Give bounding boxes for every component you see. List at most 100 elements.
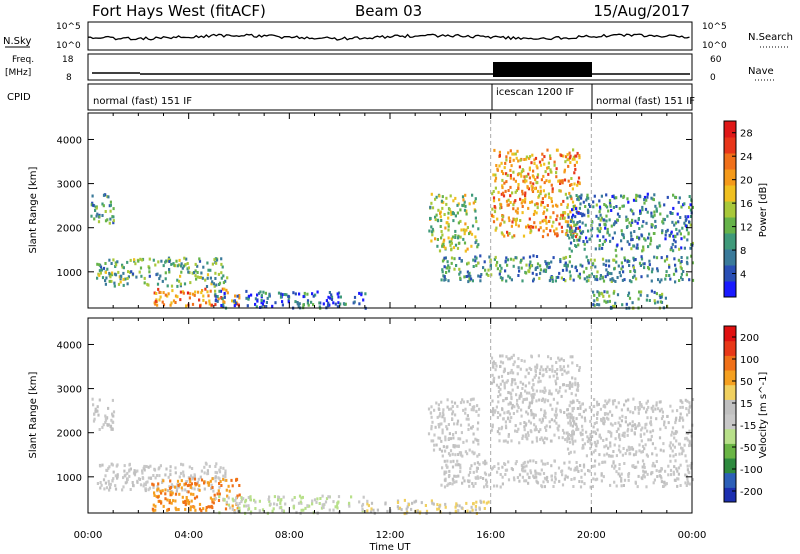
data-cell xyxy=(232,499,235,503)
data-cell xyxy=(505,199,509,203)
data-cell xyxy=(623,462,626,465)
data-cell xyxy=(685,436,688,440)
data-cell xyxy=(553,480,556,484)
data-cell xyxy=(541,235,545,239)
data-cell xyxy=(568,236,571,240)
data-cell xyxy=(514,152,517,156)
data-cell xyxy=(528,419,531,423)
data-cell xyxy=(269,502,272,506)
data-cell xyxy=(622,204,625,208)
data-cell xyxy=(156,303,159,307)
data-cell xyxy=(572,220,575,224)
data-cell xyxy=(554,409,558,413)
data-cell xyxy=(562,383,565,387)
data-cell xyxy=(609,441,612,445)
freq-frame xyxy=(87,53,693,81)
data-cell xyxy=(555,413,558,417)
data-cell xyxy=(214,470,217,474)
data-cell xyxy=(543,218,546,222)
data-cell xyxy=(572,207,575,211)
data-cell xyxy=(594,443,597,447)
data-cell xyxy=(111,479,114,483)
data-cell xyxy=(582,446,585,450)
data-cell xyxy=(642,248,645,252)
data-cell xyxy=(512,353,515,357)
data-cell xyxy=(445,445,448,449)
data-cell xyxy=(612,206,615,209)
data-cell xyxy=(445,271,448,274)
data-cell xyxy=(143,482,146,486)
data-cell xyxy=(554,232,557,236)
data-cell xyxy=(672,238,676,242)
data-cell xyxy=(277,291,281,295)
data-cell xyxy=(632,275,635,279)
data-cell xyxy=(505,155,508,159)
data-cell xyxy=(547,172,550,176)
data-cell xyxy=(596,400,599,404)
data-cell xyxy=(455,474,458,478)
data-cell xyxy=(499,485,502,489)
x-axis-tick-labels: 00:00 04:00 08:00 12:00 16:00 20:00 00:00 xyxy=(74,530,707,541)
data-cell xyxy=(578,206,581,210)
data-cell xyxy=(277,498,280,502)
data-cell xyxy=(599,207,602,211)
data-cell xyxy=(499,413,502,417)
data-cell xyxy=(627,478,630,482)
data-cell xyxy=(472,470,475,474)
data-cell xyxy=(540,436,543,440)
data-cell xyxy=(633,270,637,274)
data-cell xyxy=(483,462,486,466)
x-tick-label: 16:00 xyxy=(476,530,505,541)
data-cell xyxy=(578,156,581,160)
data-cell xyxy=(687,410,691,414)
data-cell xyxy=(536,189,540,193)
data-cell xyxy=(173,263,176,267)
data-cell xyxy=(104,219,108,223)
data-cell xyxy=(445,202,448,206)
data-cell xyxy=(217,489,220,493)
data-cell xyxy=(459,423,463,427)
data-cell xyxy=(513,378,516,382)
data-cell xyxy=(617,448,621,452)
data-cell xyxy=(518,269,521,273)
data-cell xyxy=(450,256,454,260)
data-cell xyxy=(495,364,498,368)
data-cell xyxy=(479,476,482,479)
data-cell xyxy=(145,481,148,485)
data-cell xyxy=(569,421,572,425)
data-cell xyxy=(414,499,418,503)
data-cell xyxy=(419,510,422,514)
data-cell xyxy=(449,194,452,198)
data-cell xyxy=(571,187,574,191)
data-cell xyxy=(458,504,461,508)
data-cell xyxy=(566,439,569,443)
data-cell xyxy=(524,433,527,437)
data-cell xyxy=(678,229,681,233)
data-cell xyxy=(543,386,546,390)
data-cell xyxy=(353,300,356,304)
data-cell xyxy=(242,497,245,501)
data-cell xyxy=(176,295,179,299)
data-cell xyxy=(459,470,462,474)
data-cell xyxy=(546,233,549,237)
data-cell xyxy=(643,470,646,474)
data-cell xyxy=(467,274,470,278)
data-cell xyxy=(509,401,512,405)
data-cell xyxy=(553,160,556,164)
data-cell xyxy=(583,213,586,217)
data-cell xyxy=(469,274,472,278)
data-cell xyxy=(555,416,558,419)
data-cell xyxy=(686,256,689,260)
data-cell xyxy=(555,175,558,179)
data-cell xyxy=(434,237,437,241)
data-cell xyxy=(689,443,692,447)
data-cell xyxy=(624,416,627,420)
data-cell xyxy=(509,174,512,177)
data-cell xyxy=(144,489,147,493)
data-cell xyxy=(592,430,595,434)
data-cell xyxy=(193,293,196,297)
data-cell xyxy=(654,301,657,305)
data-cell xyxy=(156,495,160,499)
data-cell xyxy=(553,459,556,463)
data-cell xyxy=(659,475,662,478)
